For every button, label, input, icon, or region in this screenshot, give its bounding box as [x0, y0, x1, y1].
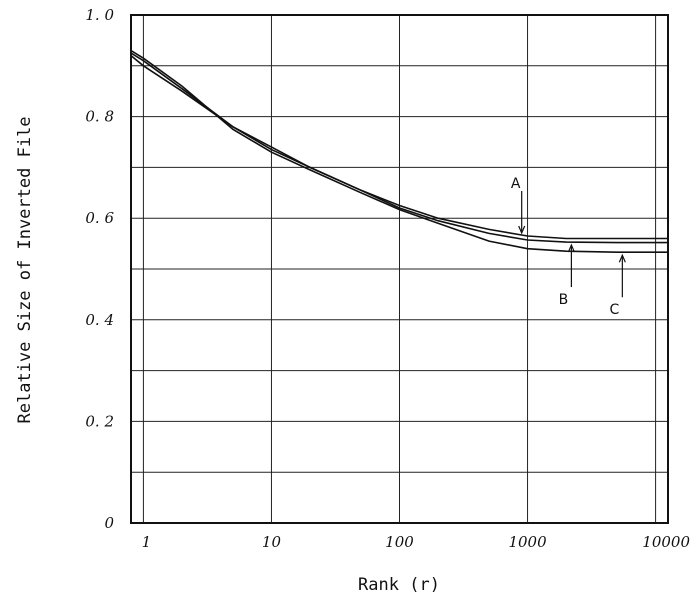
series-line [130, 54, 668, 240]
plot-frame [130, 14, 669, 524]
tick-labels: 1 10 100 1000 10000 0 0. 2 0. 4 0. 6 0. 8 1. 0 [85, 6, 690, 551]
y-tick-label: 0 [104, 514, 114, 532]
x-tick-label: 1 [142, 533, 152, 551]
x-tick-label: 10000 [642, 533, 690, 551]
annotation-arrowhead [567, 243, 575, 253]
y-tick-label: 0. 6 [85, 209, 114, 227]
annotation-label: C [609, 302, 619, 318]
y-tick-label: 1. 0 [85, 6, 114, 24]
x-axis-label: Rank (r) [358, 575, 440, 595]
annotation-label: A [511, 176, 521, 192]
series-lines [130, 49, 668, 253]
x-tick-label: 10 [262, 533, 282, 551]
grid [131, 15, 668, 523]
x-tick-label: 1000 [508, 533, 547, 551]
y-tick-label: 0. 4 [85, 311, 114, 329]
y-tick-label: 0. 2 [85, 412, 114, 430]
annotation-arrowhead [518, 225, 526, 235]
x-tick-label: 100 [385, 533, 414, 551]
annotations: A B C [511, 176, 626, 318]
series-line [130, 52, 668, 244]
annotation-arrowhead [618, 253, 626, 263]
y-axis-label: Relative Size of Inverted File [15, 116, 35, 423]
annotation-label: B [559, 292, 569, 308]
series-line [130, 49, 668, 253]
y-tick-label: 0. 8 [85, 108, 114, 126]
